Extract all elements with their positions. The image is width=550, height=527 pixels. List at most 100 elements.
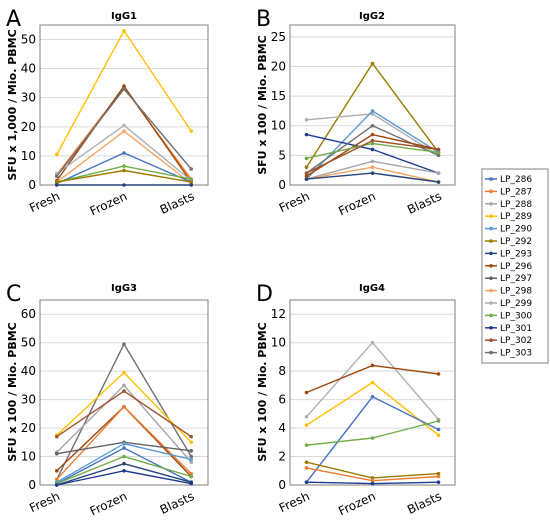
legend-marker bbox=[489, 288, 493, 293]
y-tick-label: 40 bbox=[21, 364, 36, 378]
data-point bbox=[122, 129, 126, 133]
legend-label: LP_300 bbox=[500, 311, 532, 321]
legend-item: LP_296 bbox=[485, 262, 532, 272]
legend-label: LP_289 bbox=[500, 212, 532, 222]
data-point bbox=[55, 477, 59, 482]
plot-frame bbox=[289, 299, 456, 486]
plot-frame bbox=[289, 24, 456, 186]
data-point bbox=[122, 446, 126, 450]
data-point bbox=[189, 471, 193, 476]
y-tick-label: 0 bbox=[28, 478, 36, 492]
data-point bbox=[304, 174, 309, 178]
panel-title: IgG4 bbox=[359, 283, 385, 294]
data-point bbox=[370, 481, 375, 486]
x-tick-label: Fresh bbox=[27, 189, 62, 215]
legend-item: LP_290 bbox=[485, 225, 532, 235]
panel-letter: B bbox=[256, 7, 271, 32]
data-point bbox=[189, 457, 193, 462]
series-line-lp-289 bbox=[56, 29, 192, 155]
y-tick-label: 20 bbox=[271, 59, 286, 73]
x-tick-label: Frozen bbox=[336, 189, 378, 218]
data-point bbox=[436, 180, 441, 184]
series-line-lp-296 bbox=[306, 364, 439, 394]
legend-label: LP_297 bbox=[500, 274, 532, 284]
data-point bbox=[370, 109, 375, 113]
data-point bbox=[122, 183, 126, 187]
data-point bbox=[436, 427, 441, 432]
legend-label: LP_302 bbox=[500, 336, 532, 346]
x-tick-label: Blasts bbox=[158, 189, 197, 217]
legend-marker bbox=[489, 350, 493, 355]
data-point bbox=[436, 147, 441, 152]
data-point bbox=[55, 483, 59, 487]
y-tick-label: 30 bbox=[21, 91, 36, 105]
data-point bbox=[370, 476, 375, 480]
legend-label: LP_298 bbox=[500, 287, 532, 297]
data-point bbox=[189, 434, 193, 439]
series-line-lp-292 bbox=[306, 461, 439, 479]
data-point bbox=[370, 112, 375, 116]
data-point bbox=[55, 468, 59, 473]
legend-marker bbox=[489, 264, 493, 268]
legend-marker bbox=[489, 189, 493, 194]
data-point bbox=[189, 449, 193, 453]
data-point bbox=[304, 390, 309, 395]
legend-marker bbox=[489, 251, 493, 256]
panel-letter: D bbox=[256, 282, 273, 307]
y-tick-label: 40 bbox=[21, 62, 36, 76]
data-point bbox=[370, 138, 375, 143]
data-point bbox=[122, 383, 126, 388]
data-point bbox=[122, 468, 126, 473]
legend: LP_286 LP_287 LP_288 LP_289 LP_290 LP_292 LP_2… bbox=[481, 168, 549, 364]
y-tick-label: 20 bbox=[21, 120, 36, 134]
y-tick-label: 10 bbox=[21, 149, 36, 163]
legend-label: LP_290 bbox=[500, 225, 532, 235]
y-tick-label: 8 bbox=[278, 364, 286, 378]
y-tick-label: 0 bbox=[28, 178, 36, 192]
x-tick-label: Blasts bbox=[158, 489, 197, 517]
plot-frame bbox=[39, 24, 209, 186]
data-point bbox=[436, 471, 441, 476]
legend-marker bbox=[489, 226, 493, 231]
y-tick-label: 0 bbox=[278, 478, 286, 492]
legend-label: LP_292 bbox=[500, 237, 532, 247]
y-tick-label: 30 bbox=[21, 393, 36, 407]
y-axis-label: SFU x 100 / Mio. PBMC bbox=[256, 322, 269, 462]
y-tick-label: 10 bbox=[271, 119, 286, 133]
data-point bbox=[304, 156, 309, 161]
legend-item: LP_289 bbox=[485, 212, 532, 222]
data-point bbox=[304, 460, 309, 465]
data-point bbox=[55, 180, 59, 184]
data-point bbox=[370, 478, 375, 483]
data-point bbox=[370, 123, 375, 128]
y-tick-label: 10 bbox=[21, 450, 36, 464]
data-point bbox=[304, 165, 309, 170]
data-point bbox=[122, 389, 126, 393]
data-point bbox=[436, 153, 441, 158]
x-tick-label: Fresh bbox=[277, 189, 312, 215]
series-line-lp-293 bbox=[56, 462, 192, 486]
y-tick-label: 50 bbox=[21, 33, 36, 47]
x-tick-label: Fresh bbox=[27, 489, 62, 515]
series-line-lp-300 bbox=[306, 420, 439, 446]
data-point bbox=[304, 423, 309, 428]
data-point bbox=[122, 123, 126, 128]
data-point bbox=[370, 363, 375, 368]
data-point bbox=[55, 174, 59, 179]
legend-item: LP_301 bbox=[485, 324, 532, 334]
data-point bbox=[370, 436, 375, 440]
panel-title: IgG1 bbox=[111, 11, 137, 22]
data-point bbox=[370, 141, 375, 146]
data-point bbox=[436, 480, 441, 484]
y-tick-label: 25 bbox=[271, 30, 286, 44]
panel-title: IgG2 bbox=[359, 11, 385, 22]
data-point bbox=[304, 443, 309, 447]
data-point bbox=[370, 394, 375, 399]
y-tick-label: 0 bbox=[278, 178, 286, 192]
data-point bbox=[189, 454, 193, 459]
y-tick-label: 15 bbox=[271, 89, 286, 103]
data-point bbox=[189, 460, 193, 465]
legend-item: LP_293 bbox=[485, 249, 532, 259]
y-tick-label: 6 bbox=[278, 393, 286, 407]
data-point bbox=[122, 342, 126, 346]
